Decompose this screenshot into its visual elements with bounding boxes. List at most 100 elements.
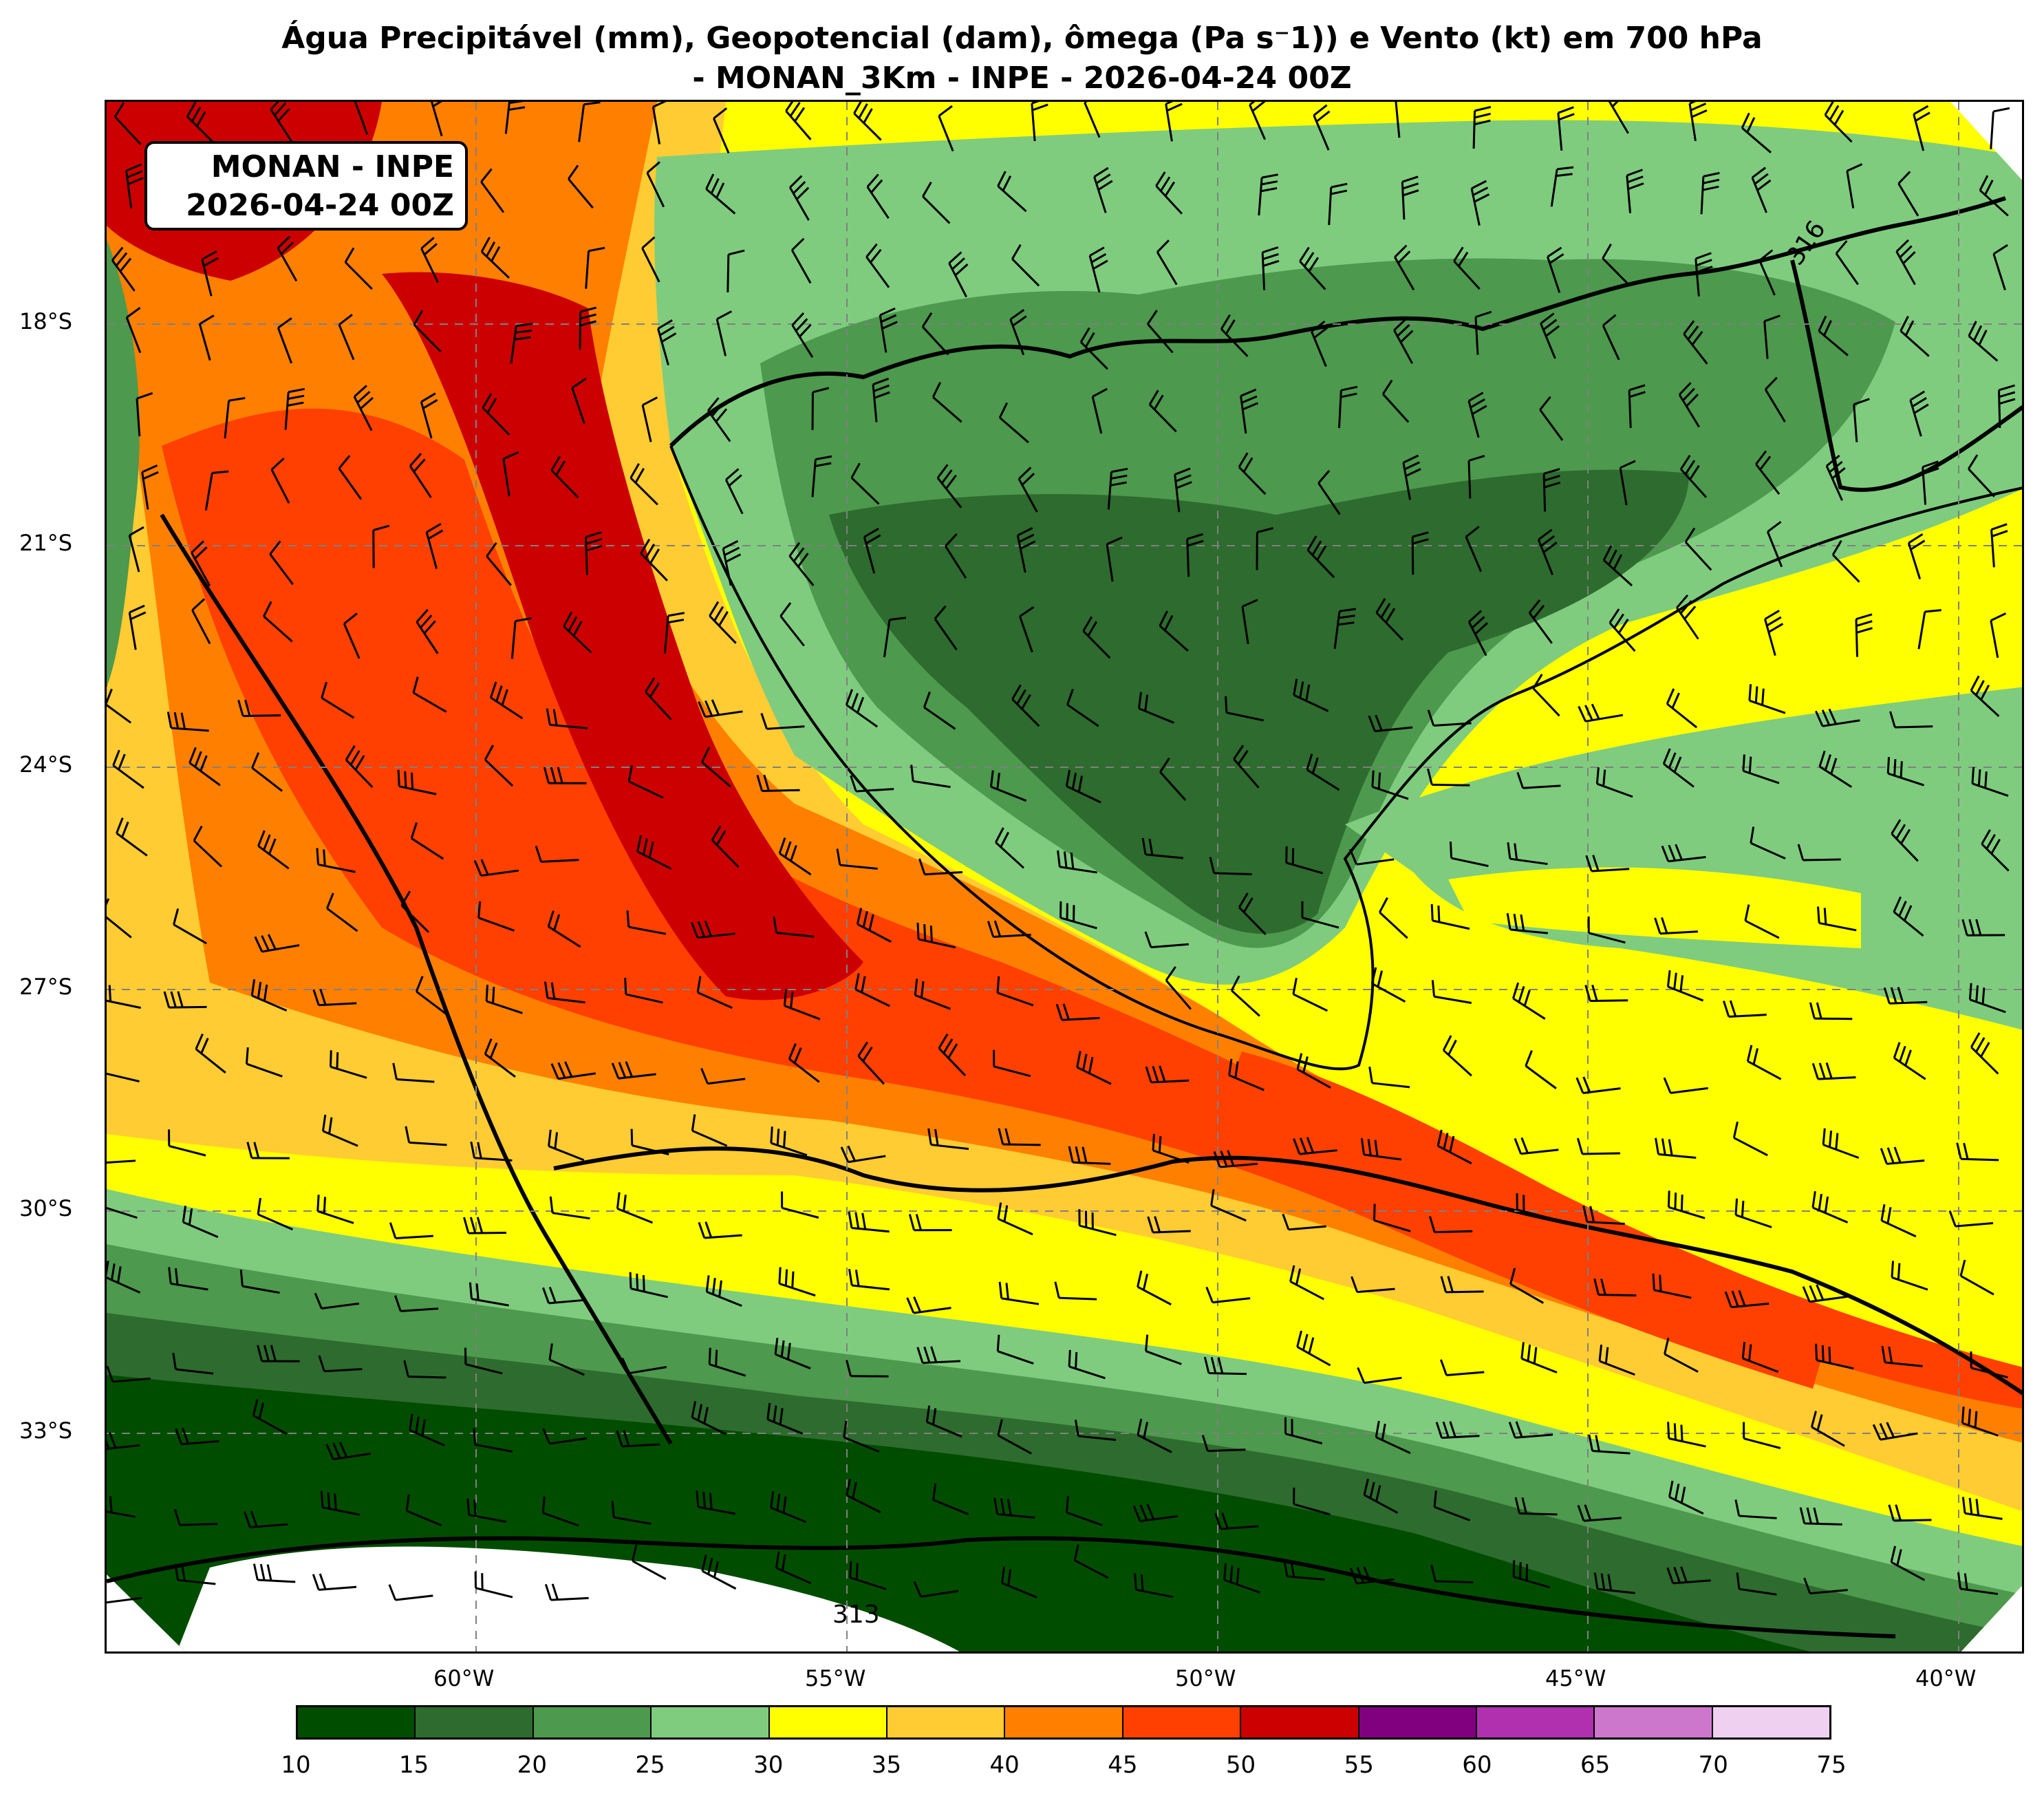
- wind-barb: [774, 1338, 811, 1370]
- wind-barb: [1741, 1342, 1779, 1373]
- wind-barb: [1016, 526, 1036, 573]
- wind-barb: [1472, 105, 1492, 149]
- wind-barbs: [107, 102, 2016, 1604]
- wind-barb: [1736, 1572, 1777, 1596]
- wind-barb: [705, 173, 736, 215]
- wind-barb: [846, 1360, 889, 1378]
- wind-barb: [277, 317, 292, 364]
- wind-barb: [1186, 533, 1204, 577]
- wind-barb: [850, 775, 894, 793]
- wind-barb: [1512, 1560, 1551, 1589]
- wind-barb: [641, 236, 660, 283]
- wind-barb: [1746, 1045, 1782, 1080]
- wind-barb: [1968, 321, 1999, 362]
- lat-tick-label: 24°S: [19, 751, 73, 778]
- wind-barb: [1011, 244, 1040, 287]
- wind-barb: [163, 991, 207, 1009]
- wind-barb: [997, 1202, 1033, 1236]
- colorbar-tick-label: 60: [1462, 1751, 1492, 1779]
- wind-barb: [1997, 384, 2016, 428]
- wind-barb: [1230, 975, 1260, 1017]
- stamp-line1: MONAN - INPE: [211, 149, 454, 184]
- wind-barb: [1802, 1284, 1848, 1303]
- wind-barb: [1587, 916, 1626, 944]
- wind-barb: [1296, 1330, 1331, 1367]
- colorbar-segment: [532, 1707, 651, 1737]
- wind-barb: [713, 107, 730, 154]
- wind-barb: [1439, 1359, 1485, 1376]
- wind-barb: [410, 822, 444, 860]
- wind-barb: [1822, 1128, 1860, 1159]
- wind-barb: [1948, 1210, 1994, 1228]
- wind-barb: [1815, 1343, 1854, 1370]
- wind-barb: [571, 378, 587, 425]
- wind-barb: [263, 601, 293, 643]
- wind-barb: [773, 916, 815, 938]
- wind-barb: [1311, 320, 1328, 367]
- wind-barb: [257, 1345, 300, 1362]
- wind-barb: [412, 676, 447, 713]
- wind-barb: [1363, 1478, 1399, 1514]
- wind-barb: [316, 848, 356, 873]
- wind-barb: [914, 979, 951, 1010]
- wind-barb: [1961, 1407, 1999, 1437]
- wind-barb: [1582, 1205, 1625, 1225]
- wind-barb: [1755, 450, 1781, 495]
- colorbar-segment: [1121, 1707, 1240, 1737]
- wind-barb: [416, 608, 439, 654]
- wind-barb: [1467, 392, 1487, 438]
- wind-barb: [125, 307, 142, 354]
- wind-barb: [724, 468, 744, 515]
- wind-barb: [1402, 454, 1421, 500]
- wind-barb: [788, 1043, 820, 1083]
- wind-barb: [1393, 318, 1414, 364]
- wind-barb: [1668, 1480, 1704, 1515]
- wind-barb: [1031, 102, 1048, 142]
- wind-barb: [277, 235, 298, 282]
- wind-barb: [394, 1295, 439, 1312]
- wind-barb: [1683, 320, 1708, 365]
- wind-barb: [1146, 310, 1174, 354]
- wind-barb: [788, 175, 810, 221]
- wind-barb: [107, 1596, 142, 1604]
- wind-barb: [1750, 826, 1786, 860]
- wind-barb: [1688, 102, 1708, 142]
- wind-barb: [1547, 246, 1564, 293]
- wind-barb: [480, 168, 505, 213]
- wind-barb: [848, 1269, 890, 1291]
- lon-tick-label: 60°W: [433, 1665, 495, 1691]
- wind-barb: [549, 1196, 590, 1220]
- wind-barb: [1065, 1495, 1103, 1526]
- wind-barb: [1883, 987, 1928, 1005]
- wind-barb: [107, 898, 132, 939]
- wind-barb: [1107, 467, 1128, 510]
- wind-barb: [502, 451, 519, 497]
- wind-barb: [312, 988, 357, 1007]
- central-red-core: [382, 272, 863, 1001]
- wind-barb: [1059, 901, 1097, 930]
- wind-barb: [1550, 166, 1574, 207]
- wind-barb: [663, 612, 685, 654]
- wind-barb: [1165, 966, 1192, 1010]
- wind-barb: [993, 1497, 1035, 1519]
- wind-barb: [128, 604, 147, 650]
- wind-barb: [1011, 684, 1040, 727]
- wind-barb: [1968, 454, 1995, 498]
- wind-barb: [1835, 239, 1859, 286]
- wind-barb: [1256, 526, 1273, 570]
- wind-barb: [1764, 610, 1784, 656]
- wind-barb: [409, 1413, 445, 1446]
- wind-barb: [543, 767, 587, 784]
- wind-barb: [866, 173, 890, 220]
- wind-barb: [388, 1584, 433, 1601]
- wind-barb: [624, 977, 663, 1004]
- wind-barb: [1664, 1338, 1699, 1373]
- wind-barb: [1897, 171, 1919, 217]
- wind-barb: [1889, 711, 1933, 729]
- wind-barb: [1588, 1434, 1631, 1455]
- wind-barb: [1357, 1367, 1402, 1384]
- wind-barb: [257, 1197, 294, 1231]
- wind-barb: [204, 470, 229, 511]
- wind-barb: [1249, 102, 1267, 140]
- wind-barb: [906, 1296, 951, 1314]
